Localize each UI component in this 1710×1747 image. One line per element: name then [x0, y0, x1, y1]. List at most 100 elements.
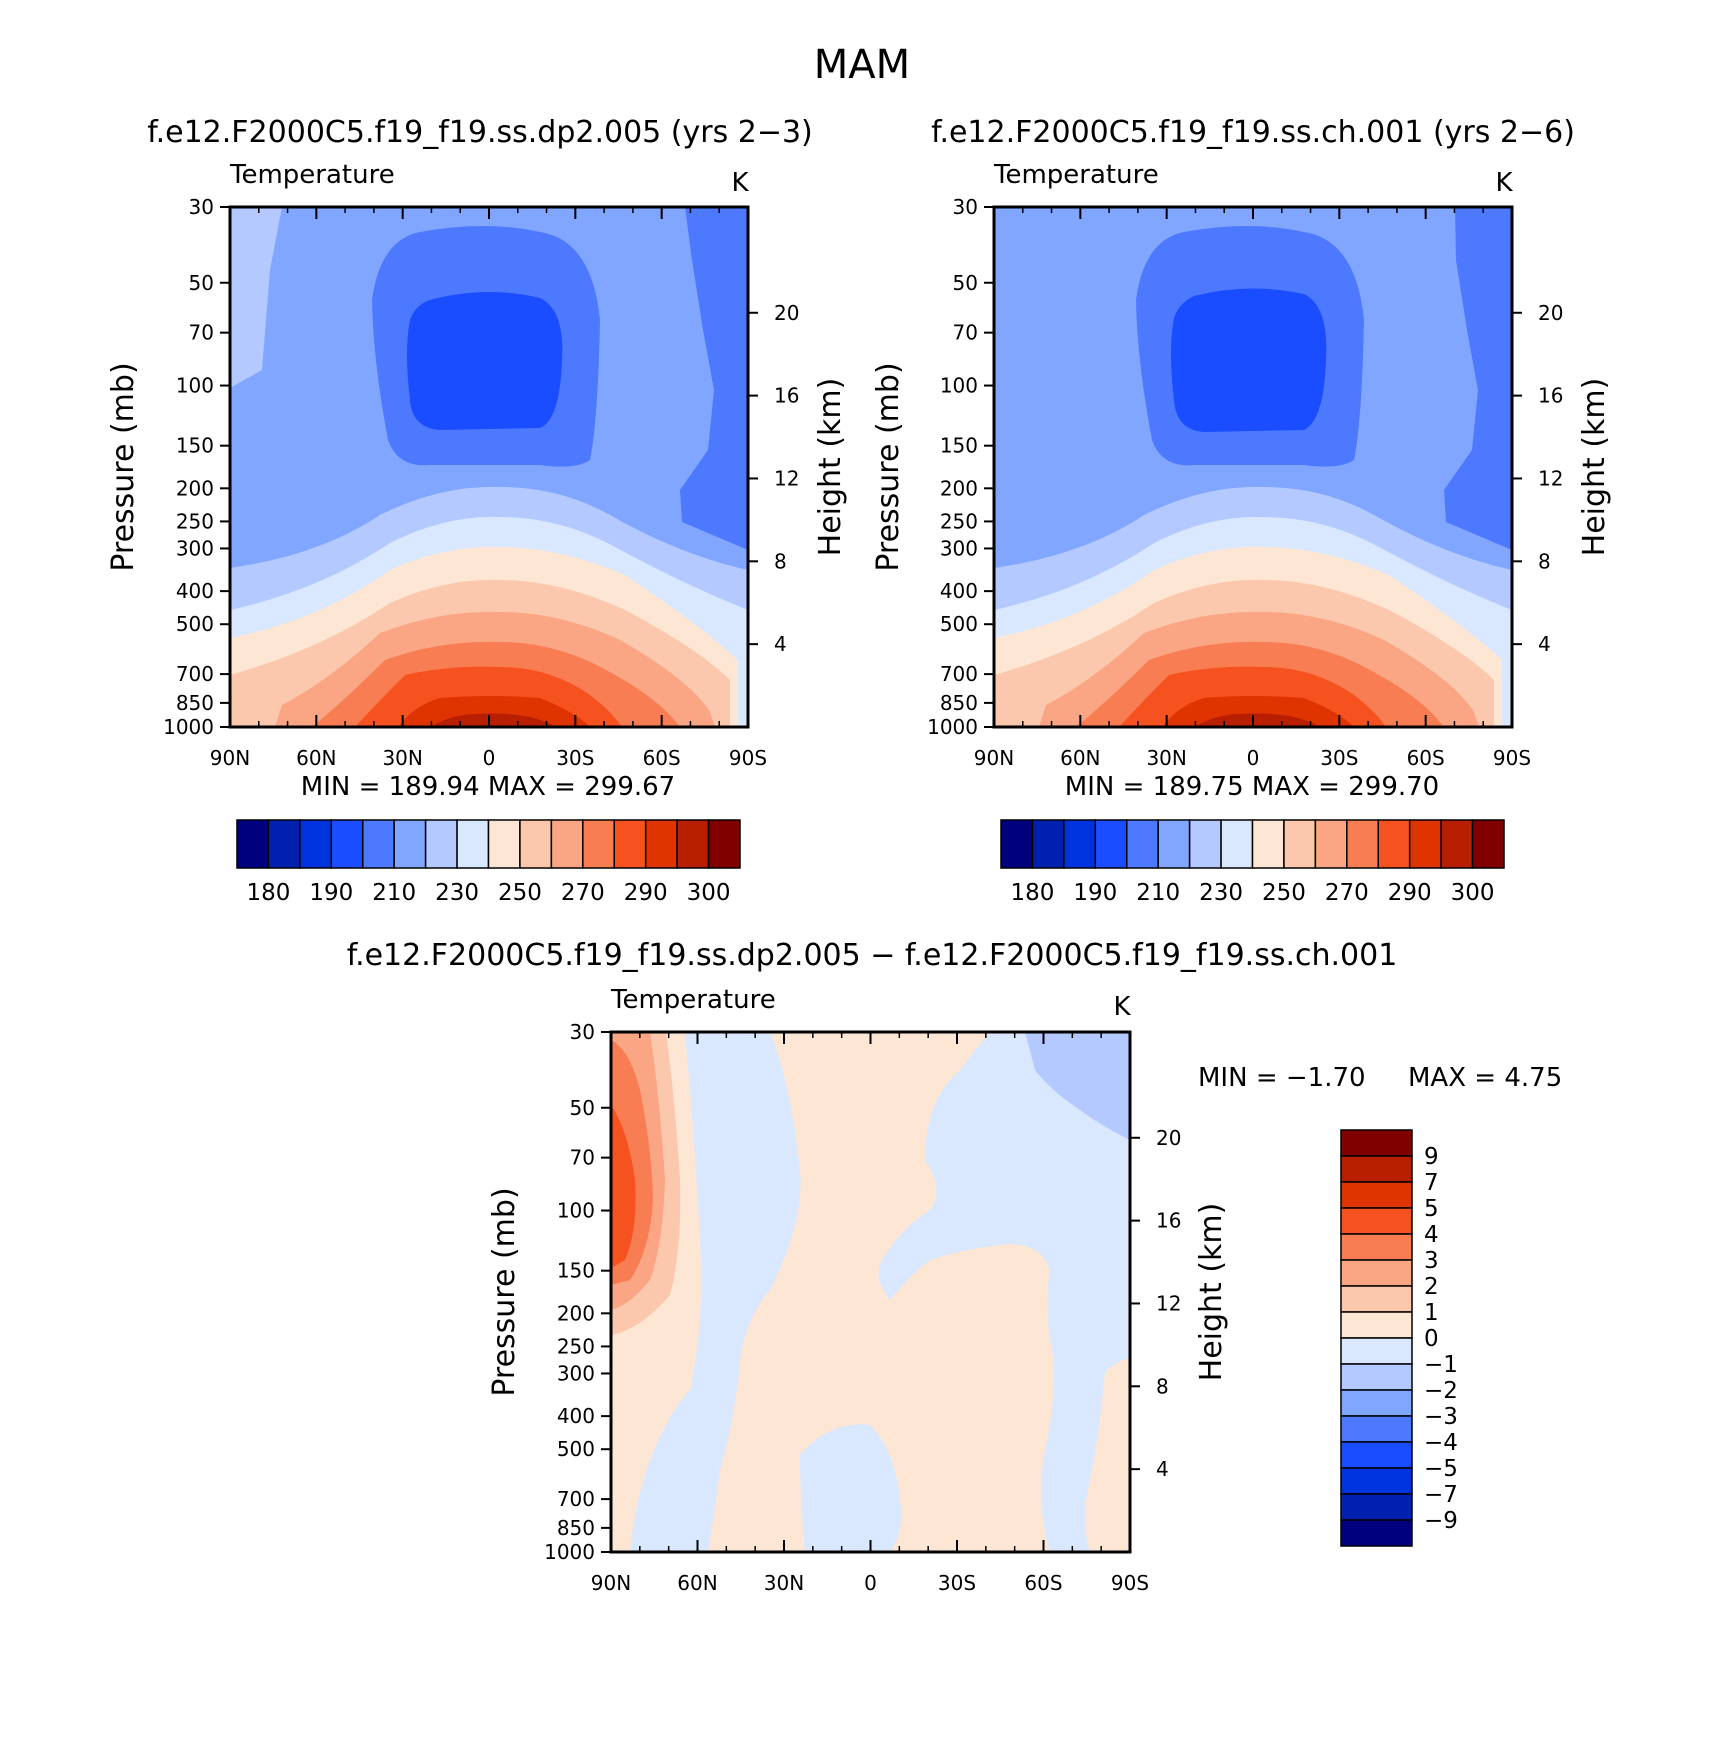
x-tick-label: 0: [483, 746, 496, 770]
panel-2-y2-axis-title: Height (km): [1577, 378, 1612, 557]
colorbar-swatch: [550, 819, 584, 869]
panel-3-title: f.e12.F2000C5.f19_f19.ss.dp2.005 − f.e12…: [347, 938, 1398, 973]
x-tick-label: 60S: [1024, 1571, 1062, 1595]
x-tick-label: 30S: [556, 746, 594, 770]
x-tick-label: 30S: [938, 1571, 976, 1595]
colorbar-swatch: [1340, 1259, 1413, 1287]
colorbar-label: 9: [1424, 1144, 1439, 1170]
contour-band: [878, 1032, 1130, 1552]
y-tick-label: 50: [953, 271, 978, 295]
colorbar-label: 290: [1388, 880, 1432, 906]
colorbar-label: 190: [1073, 880, 1117, 906]
colorbar-swatch: [1340, 1207, 1413, 1235]
x-tick-label: 60N: [296, 746, 336, 770]
y2-tick-label: 12: [1538, 466, 1563, 490]
colorbar-swatch: [1340, 1363, 1413, 1391]
contour-band: [1171, 288, 1327, 432]
colorbar-swatch: [1340, 1181, 1413, 1209]
contour-band: [1025, 1032, 1130, 1140]
colorbar-swatch: [1471, 819, 1505, 869]
contour-band: [1162, 696, 1354, 727]
panel-1-minmax: MIN = 189.94 MAX = 299.67: [301, 772, 675, 802]
y-tick-label: 1000: [163, 715, 214, 739]
y-tick-label: 200: [176, 476, 214, 500]
y2-tick-label: 8: [1538, 549, 1551, 573]
colorbar-swatch: [676, 819, 710, 869]
y2-tick-label: 20: [774, 301, 799, 325]
colorbar-swatch: [519, 819, 553, 869]
y2-tick-label: 12: [1156, 1291, 1181, 1315]
colorbar-label: 300: [1451, 880, 1495, 906]
colorbar-swatch: [393, 819, 427, 869]
colorbar-swatch: [1126, 819, 1159, 869]
colorbar-swatch: [424, 819, 458, 869]
figure-title: MAM: [814, 42, 910, 88]
panel-2-contour-field: [994, 207, 1512, 727]
x-tick-label: 30N: [764, 1571, 804, 1595]
y2-tick-label: 8: [1156, 1374, 1169, 1398]
colorbar-swatch: [1340, 1285, 1413, 1313]
colorbar-swatch: [236, 819, 270, 869]
y-tick-label: 30: [570, 1020, 595, 1044]
colorbar-label: 190: [309, 880, 353, 906]
panel-1: f.e12.F2000C5.f19_f19.ss.dp2.005 (yrs 2−…: [106, 115, 848, 906]
y-tick-label: 400: [557, 1404, 595, 1428]
colorbar-swatch: [1188, 819, 1222, 869]
panel-3: f.e12.F2000C5.f19_f19.ss.dp2.005 − f.e12…: [347, 938, 1563, 1595]
x-tick-label: 60N: [677, 1571, 717, 1595]
colorbar-swatch: [1157, 819, 1191, 869]
y-tick-label: 700: [557, 1487, 595, 1511]
y2-tick-label: 12: [774, 466, 799, 490]
y-tick-label: 700: [176, 662, 214, 686]
colorbar-label: −7: [1424, 1482, 1458, 1508]
y2-tick-label: 20: [1156, 1126, 1181, 1150]
colorbar-swatch: [1340, 1337, 1413, 1365]
colorbar-swatch: [267, 819, 301, 869]
colorbar-label: 210: [372, 880, 416, 906]
colorbar-swatch: [1340, 1129, 1413, 1157]
colorbar-label: −3: [1424, 1404, 1458, 1430]
contour-band: [611, 1105, 636, 1268]
x-tick-label: 60N: [1060, 746, 1100, 770]
panel-2: f.e12.F2000C5.f19_f19.ss.ch.001 (yrs 2−6…: [871, 115, 1612, 906]
y-tick-label: 200: [557, 1301, 595, 1325]
colorbar-swatch: [330, 819, 364, 869]
contour-band: [630, 1032, 801, 1552]
colorbar-swatch: [1340, 1493, 1413, 1521]
colorbar-swatch: [613, 819, 647, 869]
panel-2-colorbar: 180 190 210 230 250 270 290 300: [1000, 819, 1505, 906]
colorbar-swatch: [1094, 819, 1128, 869]
x-tick-label: 60S: [1407, 746, 1445, 770]
y-tick-label: 850: [557, 1516, 595, 1540]
panel-2-units-label: K: [1495, 168, 1513, 198]
y-tick-label: 100: [176, 374, 214, 398]
panel-2-axes: 90N 60N 30N 0 30S 60S 90S 30 50 70 100 150 200 250 300…: [927, 195, 1563, 770]
colorbar-swatch: [299, 819, 333, 869]
y2-tick-label: 4: [1156, 1457, 1169, 1481]
colorbar-swatch: [1340, 1311, 1413, 1339]
y-tick-label: 150: [940, 434, 978, 458]
colorbar-label: 290: [624, 880, 668, 906]
y-tick-label: 150: [176, 434, 214, 458]
colorbar-swatch: [1440, 819, 1474, 869]
contour-band: [680, 207, 748, 550]
colorbar-swatch: [1000, 819, 1034, 869]
colorbar-swatch: [1340, 1415, 1413, 1443]
x-tick-label: 30N: [382, 746, 422, 770]
panel-1-y-axis-title: Pressure (mb): [106, 362, 141, 571]
x-tick-label: 30S: [1320, 746, 1358, 770]
y-tick-label: 500: [176, 612, 214, 636]
panel-2-minmax: MIN = 189.75 MAX = 299.70: [1065, 772, 1439, 802]
y-tick-label: 30: [189, 195, 214, 219]
colorbar-label: −4: [1424, 1430, 1458, 1456]
panel-1-title: f.e12.F2000C5.f19_f19.ss.dp2.005 (yrs 2−…: [147, 115, 813, 150]
x-tick-label: 90S: [1111, 1571, 1149, 1595]
y-tick-label: 1000: [544, 1540, 595, 1564]
y-tick-label: 850: [176, 691, 214, 715]
panel-3-units-label: K: [1113, 992, 1131, 1022]
y-tick-label: 150: [557, 1259, 595, 1283]
panel-3-variable-label: Temperature: [610, 985, 776, 1015]
x-tick-label: 90N: [974, 746, 1014, 770]
y-tick-label: 850: [940, 691, 978, 715]
panel-1-colorbar: 180 190 210 230 250 270 290 300: [236, 819, 741, 906]
